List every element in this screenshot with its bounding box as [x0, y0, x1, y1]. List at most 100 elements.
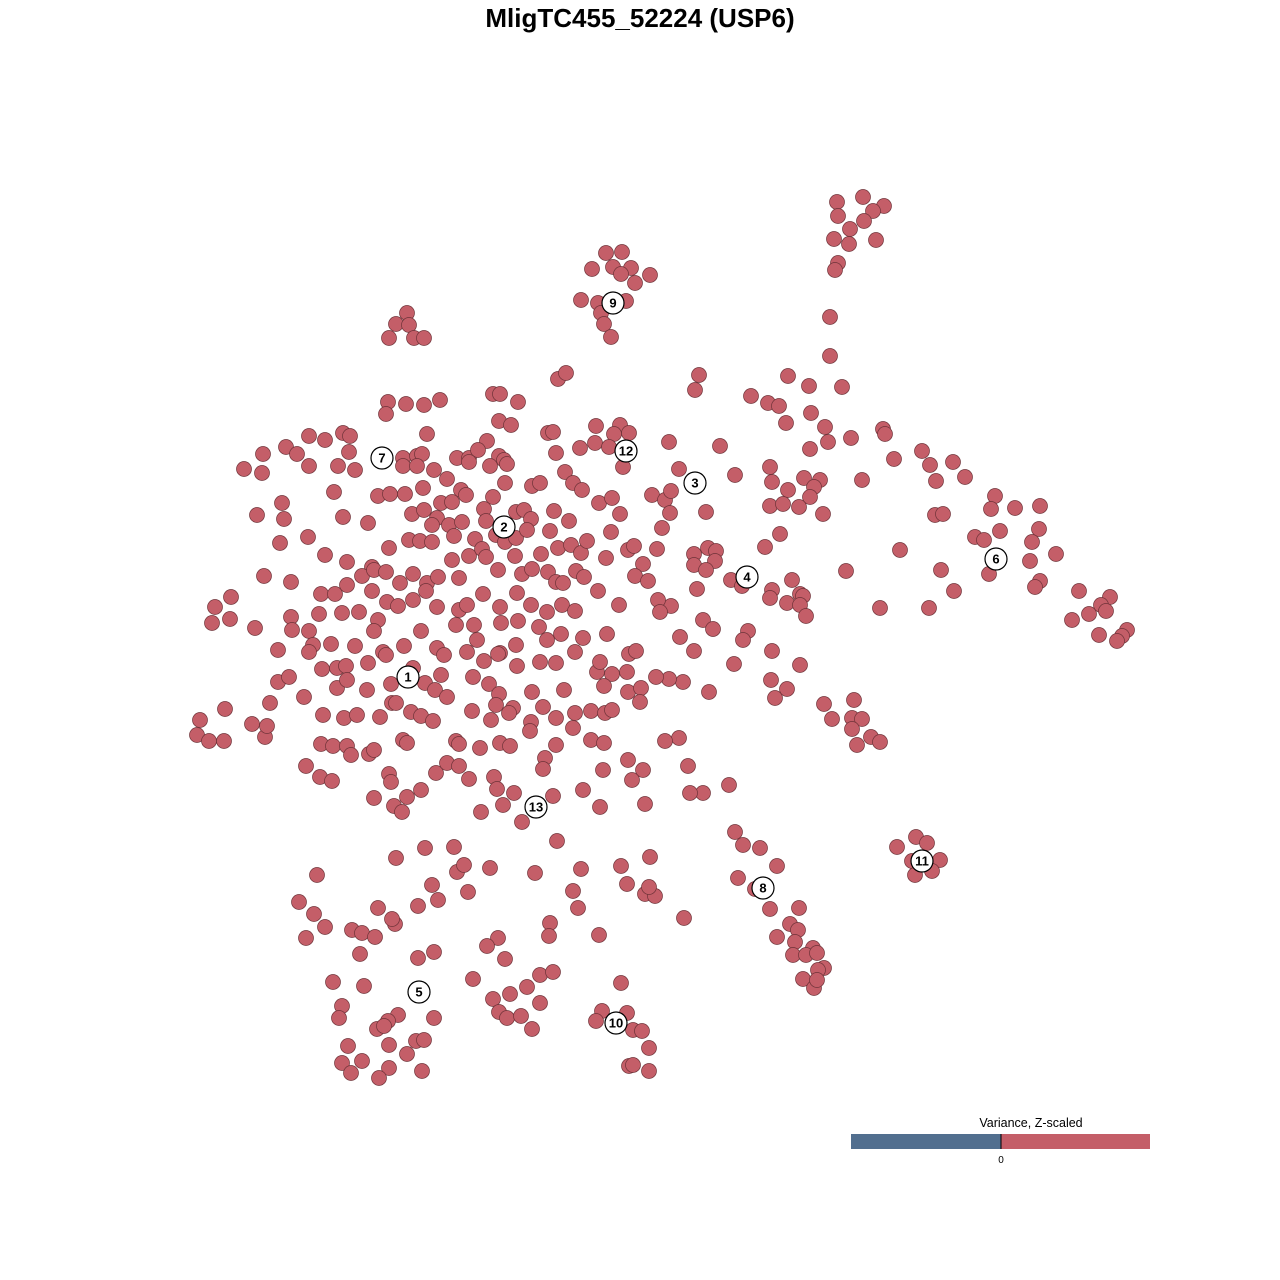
data-point: [769, 858, 785, 874]
data-point: [584, 261, 600, 277]
data-point: [192, 712, 208, 728]
data-point: [856, 213, 872, 229]
data-point: [339, 577, 355, 593]
data-point: [549, 833, 565, 849]
data-point: [787, 934, 803, 950]
cluster-label: 11: [910, 849, 934, 873]
data-point: [388, 695, 404, 711]
data-point: [335, 509, 351, 525]
data-point: [798, 608, 814, 624]
data-point: [619, 664, 635, 680]
data-point: [826, 231, 842, 247]
data-point: [567, 705, 583, 721]
data-point: [223, 589, 239, 605]
data-point: [662, 505, 678, 521]
data-point: [314, 661, 330, 677]
data-point: [364, 583, 380, 599]
data-point: [413, 623, 429, 639]
data-point: [689, 581, 705, 597]
data-point: [448, 617, 464, 633]
data-point: [326, 484, 342, 500]
cluster-label: 9: [601, 291, 625, 315]
data-point: [306, 906, 322, 922]
data-point: [446, 839, 462, 855]
data-point: [461, 454, 477, 470]
data-point: [513, 1008, 529, 1024]
data-point: [324, 773, 340, 789]
cluster-label-circle: [407, 980, 431, 1004]
data-point: [1024, 534, 1040, 550]
data-point: [343, 1065, 359, 1081]
data-point: [475, 586, 491, 602]
data-point: [627, 275, 643, 291]
data-point: [791, 900, 807, 916]
data-point: [573, 861, 589, 877]
data-point: [459, 597, 475, 613]
data-point: [433, 667, 449, 683]
data-point: [331, 1010, 347, 1026]
data-point: [479, 938, 495, 954]
cluster-label-circle: [683, 471, 707, 495]
data-point: [661, 671, 677, 687]
data-point: [334, 605, 350, 621]
data-point: [325, 974, 341, 990]
data-point: [695, 612, 711, 628]
cluster-label-circle: [604, 1011, 628, 1035]
data-point: [576, 569, 592, 585]
data-point: [596, 316, 612, 332]
data-point: [635, 556, 651, 572]
data-point: [914, 443, 930, 459]
data-point: [432, 392, 448, 408]
data-point: [309, 867, 325, 883]
data-point: [641, 1040, 657, 1056]
data-point: [244, 716, 260, 732]
data-point: [657, 733, 673, 749]
data-point: [327, 586, 343, 602]
cluster-label-circle: [910, 849, 934, 873]
data-point: [464, 703, 480, 719]
data-point: [296, 689, 312, 705]
data-point: [256, 568, 272, 584]
data-point: [727, 467, 743, 483]
data-point: [809, 972, 825, 988]
cluster-label-circle: [492, 515, 516, 539]
data-point: [499, 1010, 515, 1026]
data-point: [204, 615, 220, 631]
data-point: [780, 368, 796, 384]
data-point: [510, 394, 526, 410]
data-point: [372, 709, 388, 725]
data-point: [612, 506, 628, 522]
cluster-label-text: 2: [500, 520, 507, 535]
data-point: [541, 928, 557, 944]
data-point: [565, 883, 581, 899]
data-point: [532, 654, 548, 670]
data-point: [1048, 546, 1064, 562]
data-point: [485, 489, 501, 505]
data-point: [428, 765, 444, 781]
data-point: [300, 529, 316, 545]
data-point: [216, 733, 232, 749]
data-point: [983, 501, 999, 517]
data-point: [796, 470, 812, 486]
data-point: [575, 782, 591, 798]
data-point: [701, 684, 717, 700]
data-point: [276, 511, 292, 527]
data-point: [854, 711, 870, 727]
data-point: [641, 1063, 657, 1079]
data-point: [545, 424, 561, 440]
data-point: [604, 490, 620, 506]
data-point: [274, 495, 290, 511]
data-point: [532, 475, 548, 491]
data-point: [780, 482, 796, 498]
cluster-label: 2: [492, 515, 516, 539]
data-point: [298, 758, 314, 774]
cluster-label-circle: [396, 665, 420, 689]
data-point: [775, 496, 791, 512]
data-point: [574, 482, 590, 498]
data-point: [922, 457, 938, 473]
data-point: [649, 541, 665, 557]
data-point: [648, 669, 664, 685]
data-point: [469, 632, 485, 648]
data-point: [548, 710, 564, 726]
data-point: [1064, 612, 1080, 628]
